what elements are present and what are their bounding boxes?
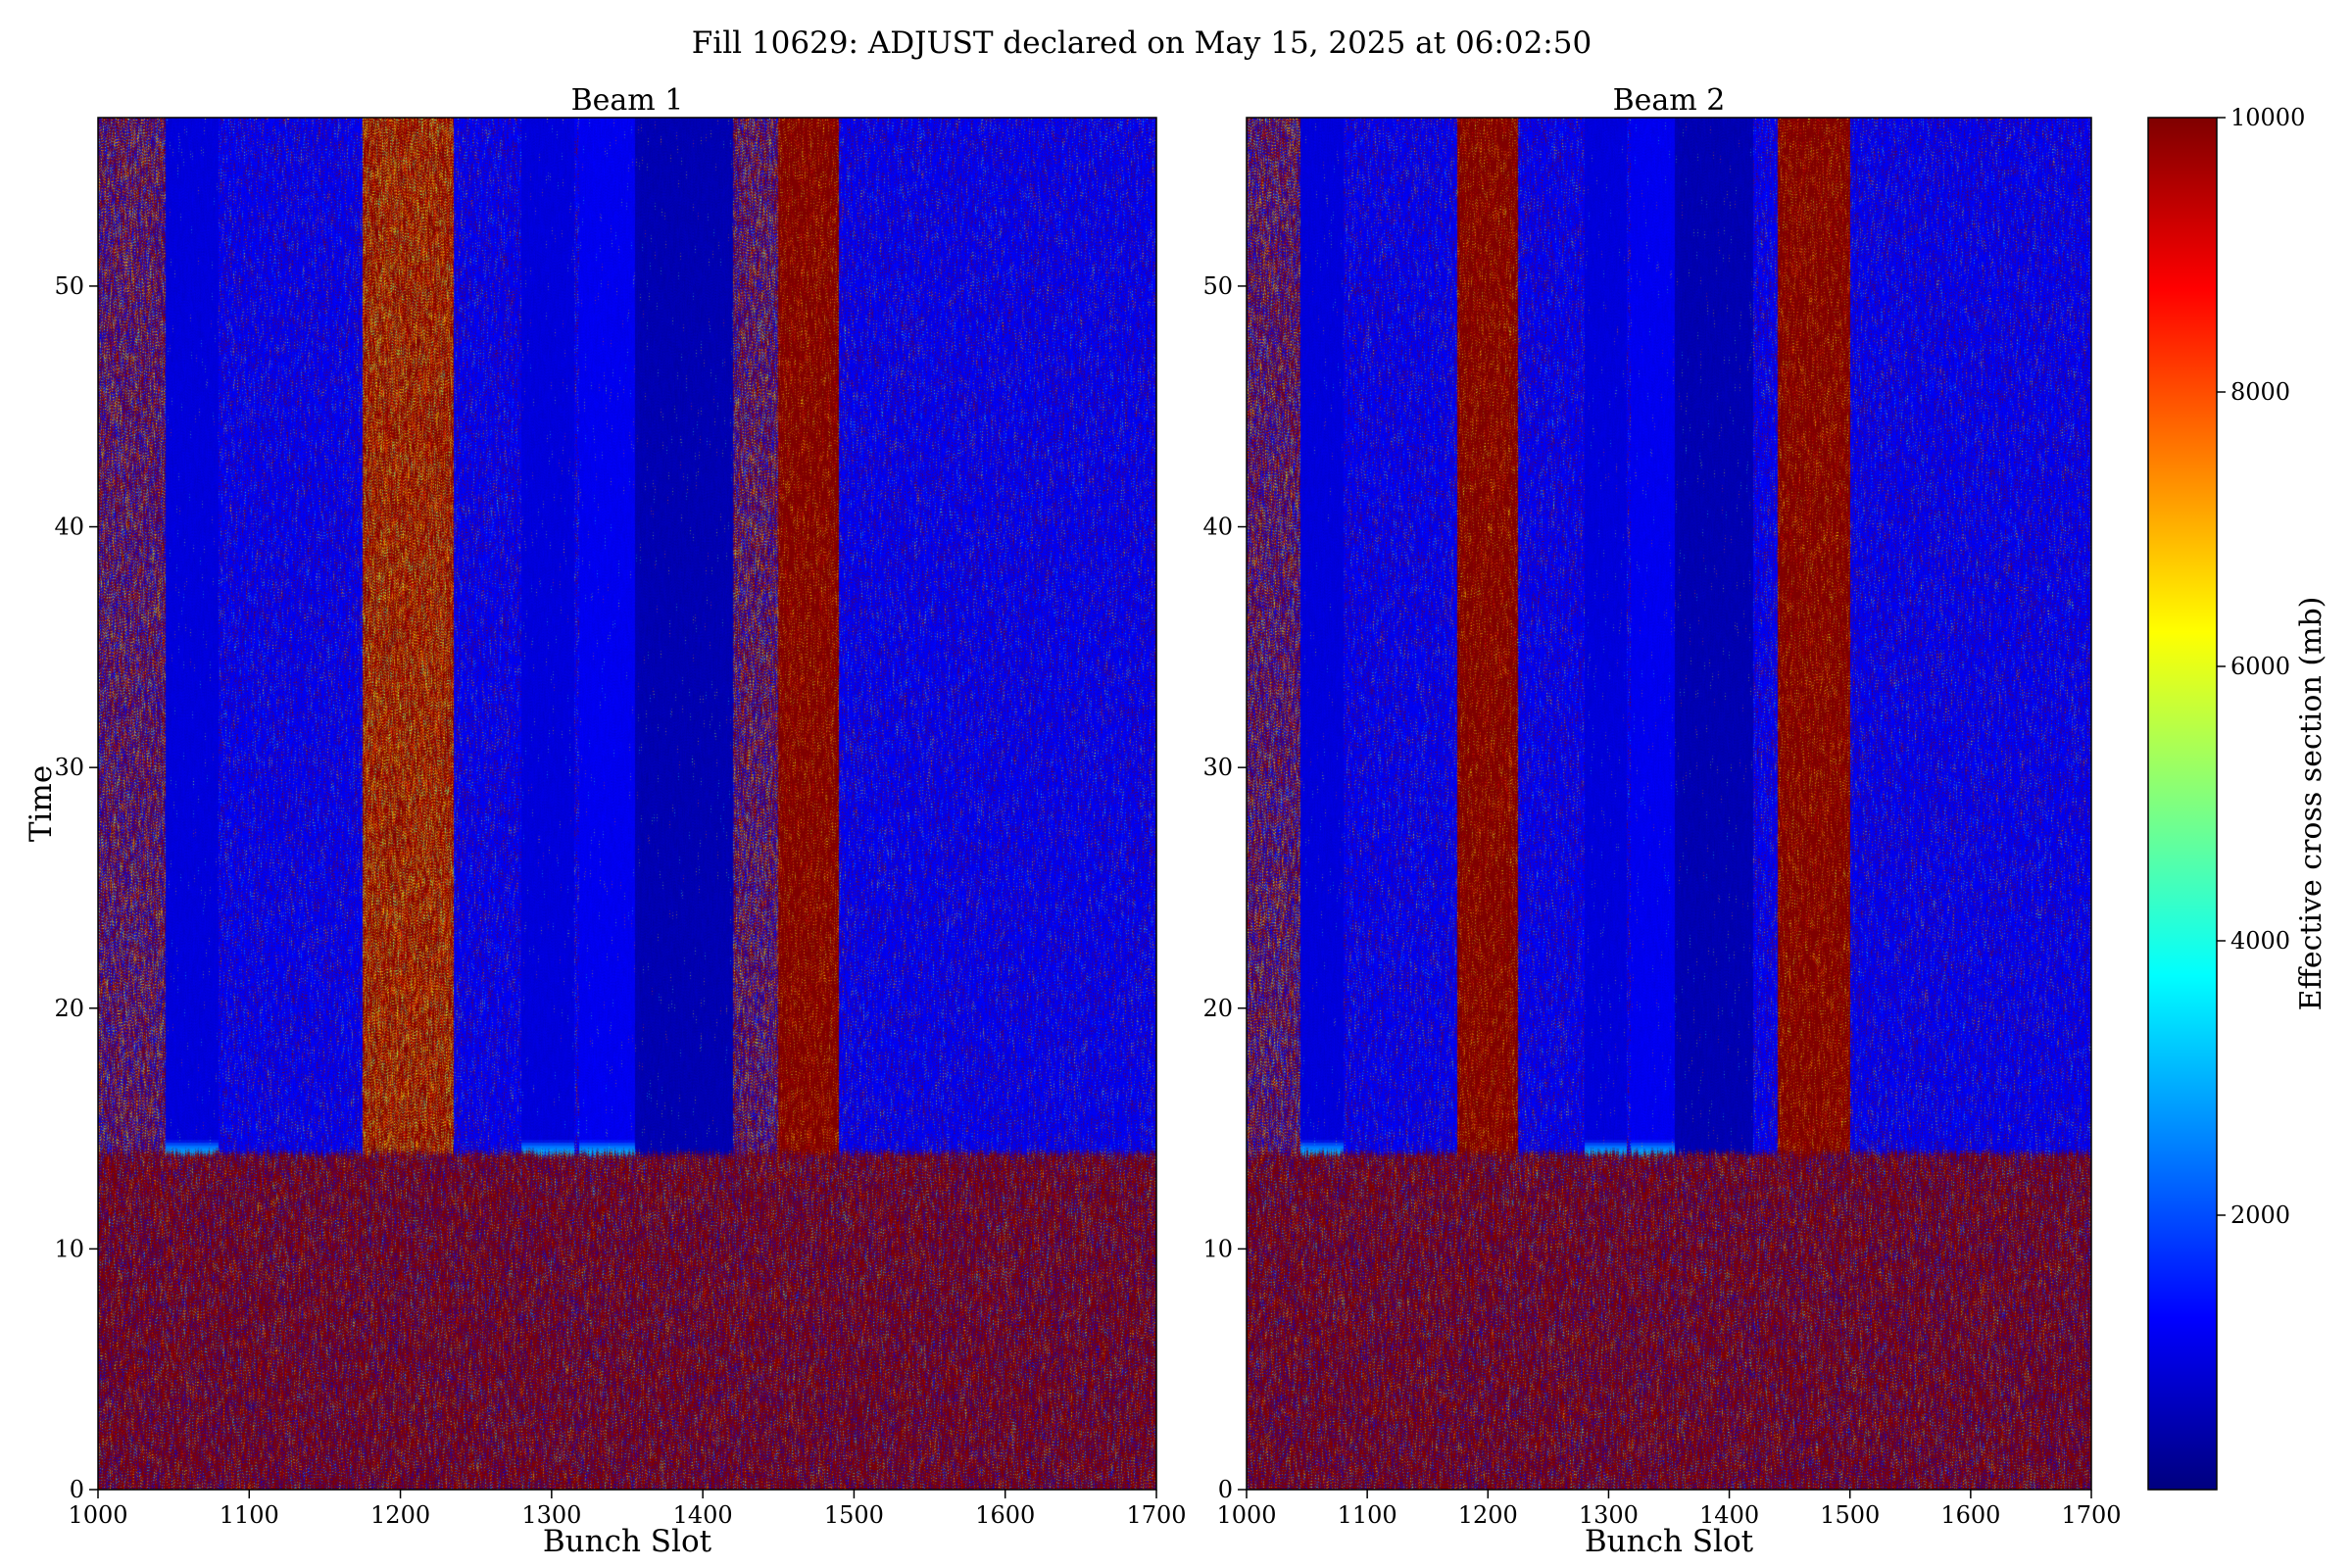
- x-tick-label: 1400: [673, 1501, 733, 1529]
- colorbar-ticks: 2000 4000 6000 8000 10000: [2217, 104, 2305, 1229]
- x-tick-label: 1200: [1458, 1501, 1518, 1529]
- colorbar-tick-label: 6000: [2230, 653, 2290, 680]
- y-tick-label: 30: [1202, 754, 1233, 781]
- figure-title: Fill 10629: ADJUST declared on May 15, 2…: [692, 25, 1592, 61]
- x-tick-label: 1000: [1216, 1501, 1276, 1529]
- y-tick-label: 40: [54, 514, 84, 541]
- colorbar-label: Effective cross section (mb): [2294, 597, 2328, 1011]
- panel-title: Beam 2: [1613, 83, 1726, 118]
- x-tick-label: 1500: [824, 1501, 884, 1529]
- y-tick-label: 50: [54, 272, 84, 300]
- x-tick-label: 1600: [1940, 1501, 2000, 1529]
- colorbar-tick-label: 4000: [2230, 927, 2290, 955]
- colorbar-scale: [2147, 117, 2218, 1491]
- y-tick-label: 10: [54, 1235, 84, 1262]
- heatmap-beam-1: [98, 118, 1156, 1490]
- x-tick-label: 1100: [1338, 1501, 1397, 1529]
- y-tick-label: 30: [54, 754, 84, 781]
- x-tick-label: 1700: [1126, 1501, 1186, 1529]
- heatmap-beam-2: [1247, 118, 2091, 1490]
- y-axis-label: Time: [24, 765, 59, 842]
- colorbar-tick-label: 2000: [2230, 1201, 2290, 1229]
- plot-frame: [97, 117, 1157, 1491]
- x-axis-label: Bunch Slot: [1585, 1524, 1754, 1559]
- colorbar: 2000 4000 6000 8000 10000 Effective cross se…: [2147, 104, 2328, 1491]
- y-tick-label: 10: [1202, 1235, 1233, 1262]
- colorbar-tick-label: 10000: [2230, 104, 2305, 131]
- x-tick-label: 1000: [68, 1501, 127, 1529]
- x-tick-label: 1300: [521, 1501, 581, 1529]
- x-axis-label: Bunch Slot: [543, 1524, 712, 1559]
- x-tick-label: 1500: [1820, 1501, 1880, 1529]
- colorbar-tick-label: 8000: [2230, 378, 2290, 406]
- x-tick-label: 1700: [2061, 1501, 2121, 1529]
- x-tick-label: 1300: [1579, 1501, 1639, 1529]
- y-tick-label: 50: [1202, 272, 1233, 300]
- axes-beam-1: 1000 1100 1200 1300 1400 1500 1600 1700 0 10 20 30 4…: [54, 272, 1186, 1529]
- x-tick-label: 1100: [220, 1501, 279, 1529]
- plot-frame: [1246, 117, 2092, 1491]
- panel-title: Beam 1: [571, 83, 684, 118]
- axes-beam-2: 1000 1100 1200 1300 1400 1500 1600 1700 0 10 20 30 4…: [1202, 272, 2121, 1529]
- panel-beam-1: Beam 1 1000 1100 1200 1300 1400 1500 1600 1700 0…: [24, 83, 1187, 1559]
- x-tick-label: 1600: [975, 1501, 1035, 1529]
- y-tick-label: 20: [54, 995, 84, 1022]
- y-tick-label: 40: [1202, 514, 1233, 541]
- x-tick-label: 1200: [370, 1501, 430, 1529]
- y-tick-label: 20: [1202, 995, 1233, 1022]
- y-tick-label: 0: [1218, 1476, 1233, 1503]
- panel-beam-2: Beam 2 1000 1100 1200 1300 1400 1500 1600 1700 0…: [1202, 83, 2121, 1559]
- y-tick-label: 0: [70, 1476, 84, 1503]
- x-tick-label: 1400: [1699, 1501, 1759, 1529]
